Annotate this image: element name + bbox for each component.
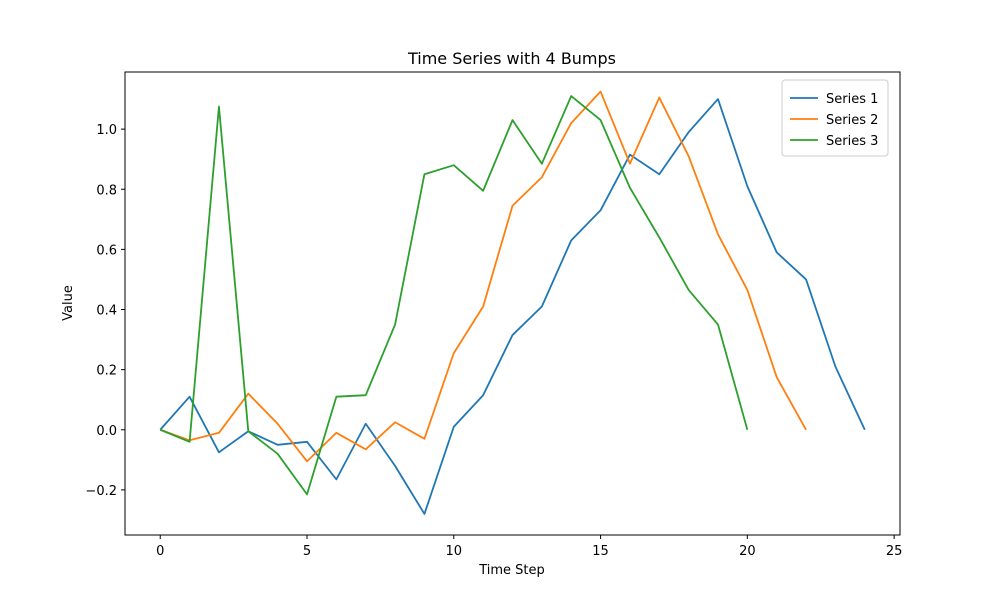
y-tick-label: 0.0 <box>96 424 117 439</box>
legend-box <box>781 79 889 157</box>
series-line-2 <box>159 90 807 463</box>
y-tick-label: 0.6 <box>96 243 117 258</box>
plot-frame <box>124 71 901 536</box>
y-tick-label: 0.4 <box>96 304 117 319</box>
chart-title: Time Series with 4 Bumps <box>407 49 616 68</box>
series-line-3 <box>159 95 749 496</box>
x-tick-label: 5 <box>303 544 311 559</box>
x-tick-label: 25 <box>886 544 903 559</box>
x-tick-label: 15 <box>592 544 609 559</box>
y-tick-label: 1.0 <box>96 123 117 138</box>
x-tick-label: 10 <box>446 544 463 559</box>
legend-label: Series 1 <box>826 92 878 107</box>
y-axis-label: Value <box>61 285 76 321</box>
y-tick-label: −0.2 <box>85 484 117 499</box>
legend-label: Series 3 <box>826 134 878 149</box>
legend: Series 1 Series 2 Series 3 <box>781 79 889 157</box>
legend-label: Series 2 <box>826 113 878 128</box>
series-line-1 <box>159 98 866 515</box>
y-tick-label: 0.2 <box>96 364 117 379</box>
x-axis-label: Time Step <box>478 563 545 578</box>
x-tick-label: 0 <box>156 544 164 559</box>
plot-area <box>159 90 866 515</box>
y-tick-label: 0.8 <box>96 183 117 198</box>
x-tick-label: 20 <box>739 544 756 559</box>
